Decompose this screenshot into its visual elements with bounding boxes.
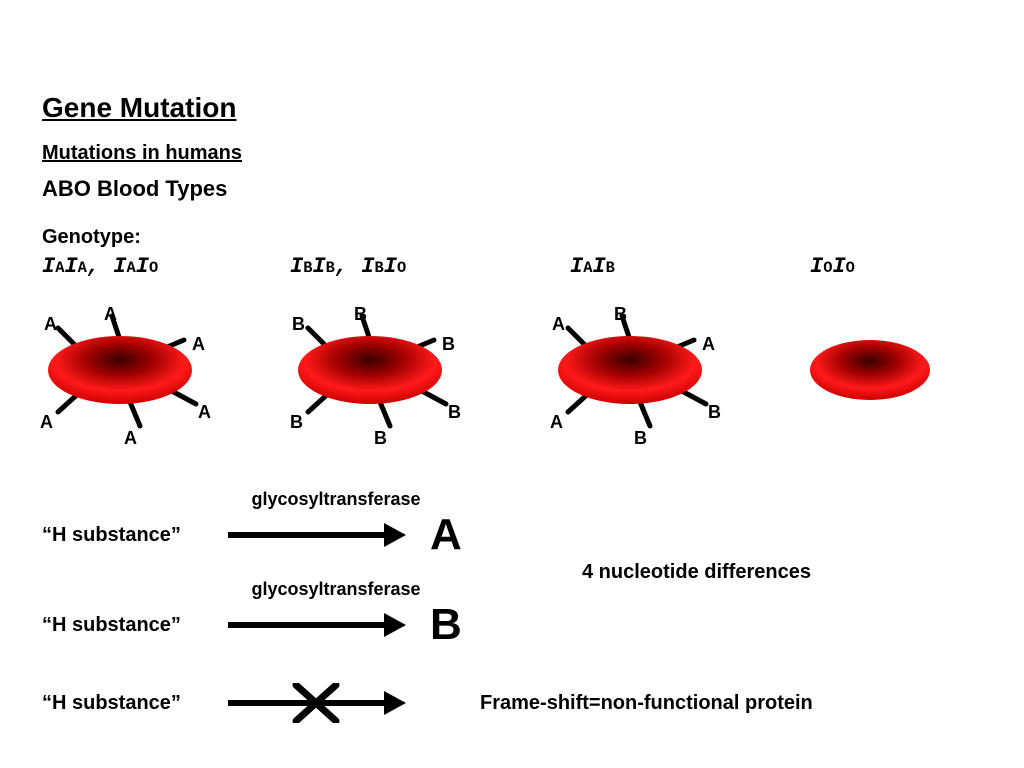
reaction-row-1: “H substance”glycosyltransferaseB4 nucle… xyxy=(42,600,982,650)
blood-cell-0 xyxy=(48,336,192,404)
antigen-label: B xyxy=(290,412,303,433)
reaction-arrow: glycosyltransferase xyxy=(226,517,406,553)
antigen-label: A xyxy=(198,402,211,423)
reaction-row-0: “H substance” glycosyltransferase A xyxy=(42,510,982,560)
antigen-label: B xyxy=(354,304,367,325)
enzyme-label: glycosyltransferase xyxy=(226,489,446,510)
reaction-note: Frame-shift=non-functional protein xyxy=(480,692,813,715)
antigen-label: B xyxy=(292,314,305,335)
antigen-label: B xyxy=(708,402,721,423)
antigen-label: A xyxy=(552,314,565,335)
h-substance-label: “H substance” xyxy=(42,692,212,715)
antigen-label: A xyxy=(40,412,53,433)
antigen-label: B xyxy=(442,334,455,355)
antigen-label: A xyxy=(702,334,715,355)
reaction-arrow xyxy=(226,685,406,721)
product-letter: B xyxy=(430,600,462,650)
reaction-arrow: glycosyltransferase xyxy=(226,607,406,643)
antigen-label: A xyxy=(550,412,563,433)
enzyme-label: glycosyltransferase xyxy=(226,579,446,600)
blood-cells-diagram xyxy=(0,0,1024,470)
product-letter: A xyxy=(430,510,462,560)
h-substance-label: “H substance” xyxy=(42,614,212,637)
blood-cell-2 xyxy=(558,336,702,404)
antigen-label: A xyxy=(44,314,57,335)
antigen-label: A xyxy=(104,304,117,325)
blood-cell-3 xyxy=(810,340,930,400)
antigen-label: A xyxy=(192,334,205,355)
antigen-label: B xyxy=(614,304,627,325)
antigen-label: B xyxy=(448,402,461,423)
reaction-row-2: “H substance” Frame-shift=non-functional … xyxy=(42,685,982,721)
h-substance-label: “H substance” xyxy=(42,524,212,547)
antigen-label: A xyxy=(124,428,137,449)
blood-cell-1 xyxy=(298,336,442,404)
reaction-note: 4 nucleotide differences xyxy=(582,561,811,584)
antigen-label: B xyxy=(374,428,387,449)
antigen-label: B xyxy=(634,428,647,449)
